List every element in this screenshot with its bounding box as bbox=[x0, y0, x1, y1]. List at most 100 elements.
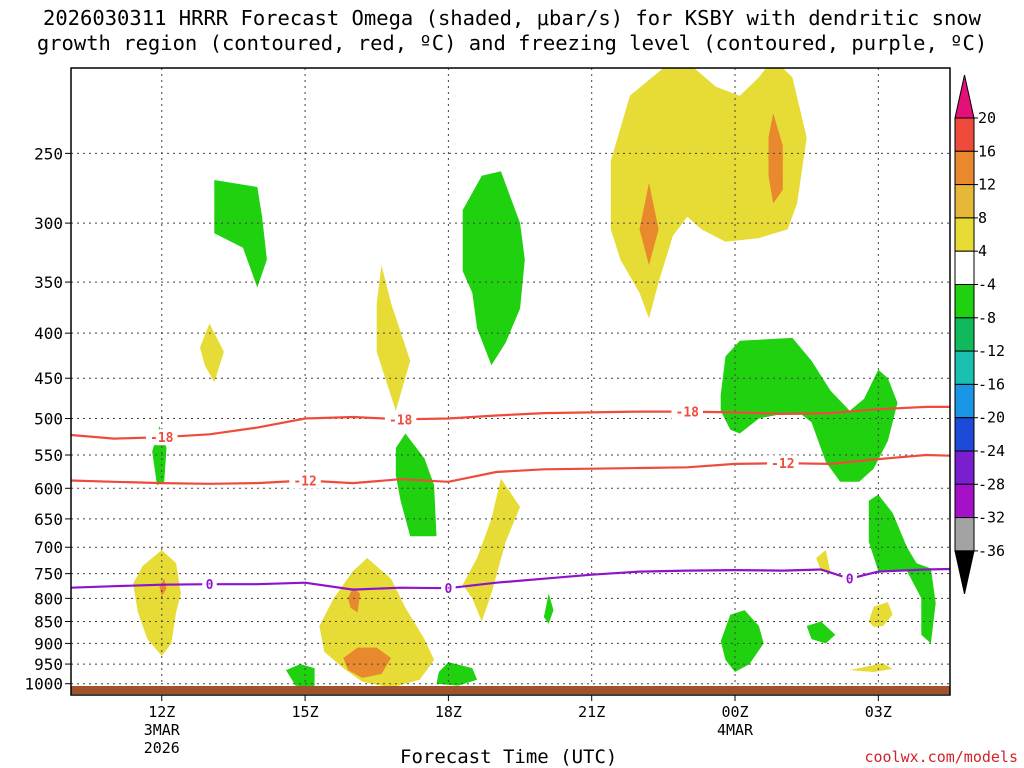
x-tick-sub2-12Z: 2026 bbox=[144, 739, 180, 757]
colorbar-swatch-5 bbox=[954, 250, 975, 285]
y-tick-label-600: 600 bbox=[34, 479, 63, 498]
contour-label-dgz-minus12-0: -12 bbox=[293, 475, 316, 490]
gridlines bbox=[71, 68, 950, 695]
omega-region-5 bbox=[610, 68, 807, 319]
omega-region-12 bbox=[639, 182, 659, 266]
colorbar-swatch-12 bbox=[954, 483, 975, 519]
omega-region-18 bbox=[436, 662, 478, 686]
colorbar-label-6: -8 bbox=[978, 309, 996, 327]
omega-region-7 bbox=[868, 602, 893, 627]
y-tick-label-650: 650 bbox=[34, 510, 63, 529]
colorbar-label-4: 4 bbox=[978, 242, 987, 260]
colorbar-swatch-3 bbox=[954, 184, 975, 219]
contour-dgz-minus18 bbox=[71, 405, 950, 440]
contour-label-freezing-level-0: 0 bbox=[206, 578, 214, 593]
omega-region-13 bbox=[768, 113, 783, 204]
x-tick-label-15Z: 15Z bbox=[292, 703, 319, 721]
contour-label-freezing-level-1: 0 bbox=[444, 582, 452, 597]
colorbar-swatch-11 bbox=[954, 450, 975, 485]
colorbar-bottom-arrow bbox=[954, 550, 975, 595]
contour-label-dgz-minus18-0: -18 bbox=[150, 431, 174, 446]
colorbar-swatch-6 bbox=[954, 284, 975, 319]
y-tick-label-700: 700 bbox=[34, 538, 63, 557]
y-tick-label-550: 550 bbox=[34, 446, 63, 465]
omega-region-23 bbox=[806, 621, 836, 644]
contour-label-bg-freezing-level-1 bbox=[441, 580, 456, 597]
omega-region-19 bbox=[462, 171, 525, 366]
x-tick-label-00Z: 00Z bbox=[721, 703, 748, 721]
omega-region-15 bbox=[214, 180, 267, 288]
ground-surface bbox=[71, 686, 950, 694]
colorbar-top-arrow bbox=[954, 74, 975, 119]
y-tick-label-950: 950 bbox=[34, 655, 63, 674]
contour-labels: -18 -18 -18 -12 -12 0 0 0 bbox=[146, 403, 857, 597]
contour-lines bbox=[71, 405, 950, 591]
y-tick-label-1000: 1000 bbox=[24, 675, 63, 694]
omega-region-9 bbox=[159, 578, 167, 596]
omega-region-21 bbox=[720, 337, 898, 482]
omega-region-24 bbox=[868, 494, 936, 644]
contour-label-bg-dgz-minus18-1 bbox=[384, 411, 417, 428]
omega-region-0 bbox=[133, 550, 181, 656]
colorbar-label-0: 20 bbox=[978, 109, 996, 127]
colorbar-label-10: -24 bbox=[978, 442, 1005, 460]
y-tick-label-450: 450 bbox=[34, 369, 63, 388]
y-tick-label-900: 900 bbox=[34, 634, 63, 653]
contour-label-bg-dgz-minus12-1 bbox=[767, 455, 799, 472]
y-tick-label-350: 350 bbox=[34, 273, 63, 292]
contour-dgz-minus12 bbox=[71, 453, 950, 485]
colorbar-swatch-7 bbox=[954, 317, 975, 352]
colorbar-label-9: -20 bbox=[978, 409, 1005, 427]
colorbar-swatch-2 bbox=[954, 150, 975, 186]
omega-region-22 bbox=[720, 610, 764, 672]
x-axis-title: Forecast Time (UTC) bbox=[400, 746, 618, 768]
colorbar-swatch-1 bbox=[954, 117, 975, 152]
x-tick-label-03Z: 03Z bbox=[865, 703, 892, 721]
contour-freezing-level bbox=[71, 567, 950, 591]
y-tick-label-750: 750 bbox=[34, 565, 63, 584]
y-tick-label-250: 250 bbox=[34, 144, 63, 163]
omega-region-16 bbox=[286, 664, 315, 688]
omega-shading bbox=[133, 68, 936, 688]
x-tick-label-21Z: 21Z bbox=[578, 703, 605, 721]
omega-region-10 bbox=[348, 587, 360, 613]
contour-label-dgz-minus18-2: -18 bbox=[676, 406, 700, 421]
colorbar-swatch-10 bbox=[954, 417, 975, 452]
omega-region-2 bbox=[376, 265, 411, 411]
omega-region-20 bbox=[543, 593, 554, 624]
x-tick-label-12Z: 12Z bbox=[148, 703, 175, 721]
contour-label-bg-freezing-level-0 bbox=[202, 576, 217, 593]
colorbar-swatch-8 bbox=[954, 350, 975, 385]
y-tick-label-850: 850 bbox=[34, 613, 63, 632]
omega-region-17 bbox=[395, 433, 437, 537]
contour-label-freezing-level-2: 0 bbox=[846, 573, 854, 588]
contour-label-bg-dgz-minus18-2 bbox=[671, 403, 704, 420]
omega-region-6 bbox=[816, 550, 831, 574]
contour-label-bg-dgz-minus18-0 bbox=[146, 429, 178, 446]
colorbar-label-3: 8 bbox=[978, 209, 987, 227]
title-line-2: growth region (contoured, red, ºC) and f… bbox=[36, 31, 988, 55]
colorbar-label-11: -28 bbox=[978, 475, 1005, 493]
chart-title: 2026030311 HRRR Forecast Omega (shaded, … bbox=[0, 6, 1024, 56]
omega-region-1 bbox=[200, 323, 224, 383]
colorbar: 20 16 12 8 4 -4 -8 -12 -16 -20 -24 -28 -32 -36 bbox=[954, 74, 1005, 595]
y-tick-label-400: 400 bbox=[34, 324, 63, 343]
credit-link[interactable]: coolwx.com/models bbox=[864, 748, 1018, 766]
contour-label-bg-dgz-minus12-0 bbox=[289, 472, 321, 489]
contour-label-dgz-minus12-1: -12 bbox=[771, 457, 794, 472]
title-line-1: 2026030311 HRRR Forecast Omega (shaded, … bbox=[43, 6, 981, 30]
colorbar-swatch-4 bbox=[954, 217, 975, 252]
omega-region-8 bbox=[849, 663, 893, 672]
colorbar-label-8: -16 bbox=[978, 375, 1005, 393]
colorbar-label-13: -36 bbox=[978, 542, 1005, 560]
plot-frame bbox=[70, 67, 951, 696]
x-tick-sub1-12Z: 3MAR bbox=[144, 721, 181, 739]
y-tick-label-500: 500 bbox=[34, 410, 63, 429]
colorbar-swatch-9 bbox=[954, 383, 975, 419]
colorbar-label-1: 16 bbox=[978, 142, 996, 160]
x-tick-sub1-00Z: 4MAR bbox=[717, 721, 754, 739]
y-axis: 250 300 350 400 450 500 550 600 650 700 750 800 850 9… bbox=[24, 144, 71, 694]
colorbar-swatch-13 bbox=[954, 517, 975, 552]
